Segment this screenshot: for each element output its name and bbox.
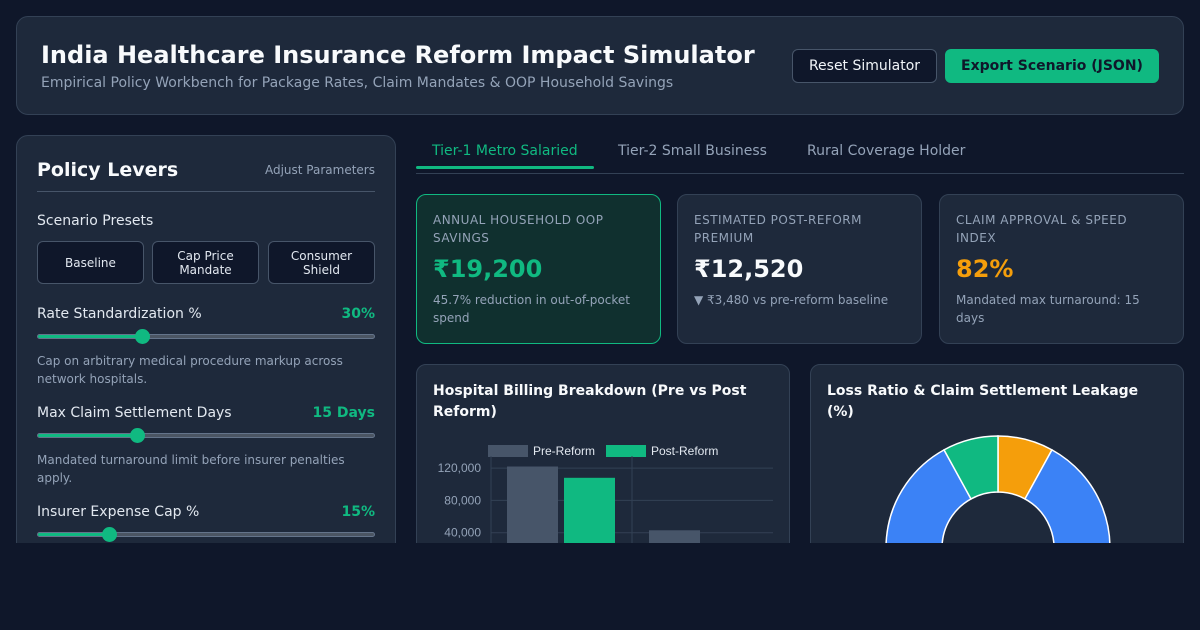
donut-slice-3 (943, 435, 999, 500)
tab-rural-coverage-holder[interactable]: Rural Coverage Holder (807, 143, 966, 159)
kpi-label: Annual Household OOP Savings (433, 213, 604, 245)
y-tick-label: 120,000 (438, 461, 482, 475)
slider-description: Cap on arbitrary medical procedure marku… (37, 354, 343, 386)
persona-tabs: Tier-1 Metro Salaried Tier-2 Small Busin… (416, 135, 1184, 174)
chart-title: Hospital Billing Breakdown (Pre vs Post … (433, 383, 747, 420)
scenario-presets-label: Scenario Presets (37, 213, 154, 229)
preset-consumer-shield-button[interactable]: Consumer Shield (268, 241, 375, 284)
kpi-card-claim-approval-index: Claim Approval & Speed Index 82% Mandate… (939, 194, 1184, 344)
kpi-label: Estimated Post-Reform Premium (694, 213, 862, 245)
app-header: India Healthcare Insurance Reform Impact… (16, 16, 1184, 115)
policy-levers-panel: Policy Levers Adjust Parameters Scenario… (16, 135, 396, 555)
active-tab-indicator (416, 166, 594, 169)
slider-value: 30% (341, 306, 375, 322)
tab-tier1-metro-salaried[interactable]: Tier-1 Metro Salaried (432, 143, 578, 159)
slider-fill (38, 335, 143, 338)
slider-fill (38, 434, 138, 437)
page-title: India Healthcare Insurance Reform Impact… (41, 41, 755, 69)
slider-label: Insurer Expense Cap % (37, 504, 200, 520)
preset-baseline-button[interactable]: Baseline (37, 241, 144, 284)
legend-swatch-post-reform (606, 445, 646, 457)
page-subtitle: Empirical Policy Workbench for Package R… (41, 75, 674, 91)
viewport-bottom (0, 543, 1200, 630)
kpi-card-oop-savings: Annual Household OOP Savings ₹19,200 45.… (416, 194, 661, 344)
preset-cap-price-mandate-button[interactable]: Cap Price Mandate (152, 241, 259, 284)
y-tick-label: 80,000 (444, 493, 481, 507)
tab-tier2-small-business[interactable]: Tier-2 Small Business (618, 143, 767, 159)
slider-thumb[interactable] (130, 428, 146, 443)
kpi-label: Claim Approval & Speed Index (956, 213, 1128, 245)
kpi-note: Mandated max turnaround: 15 days (956, 293, 1140, 325)
slider-thumb[interactable] (135, 329, 151, 344)
slider-value: 15% (341, 504, 375, 520)
kpi-note: ▼ ₹3,480 vs pre-reform baseline (694, 293, 889, 307)
kpi-note: 45.7% reduction in out-of-pocket spend (433, 293, 630, 325)
legend-swatch-pre-reform (488, 445, 528, 457)
slider-description: Mandated turnaround limit before insurer… (37, 453, 345, 485)
kpi-card-post-reform-premium: Estimated Post-Reform Premium ₹12,520 ▼ … (677, 194, 922, 344)
slider-track[interactable] (37, 527, 375, 542)
slider-thumb[interactable] (101, 527, 117, 542)
export-scenario-button[interactable]: Export Scenario (JSON) (945, 49, 1159, 83)
kpi-value: ₹19,200 (433, 255, 543, 283)
divider (37, 191, 375, 192)
chart-title: Loss Ratio & Claim Settlement Leakage (%… (827, 383, 1139, 420)
y-tick-label: 40,000 (444, 526, 481, 540)
slider-fill (38, 533, 109, 536)
kpi-value: 82% (956, 255, 1014, 283)
reset-simulator-button[interactable]: Reset Simulator (792, 49, 937, 83)
slider-label: Rate Standardization % (37, 306, 202, 322)
adjust-parameters-label: Adjust Parameters (264, 163, 375, 177)
legend-label-post-reform: Post-Reform (651, 444, 718, 458)
slider-label: Max Claim Settlement Days (37, 405, 232, 421)
slider-value: 15 Days (312, 405, 375, 421)
slider-track[interactable] (37, 428, 375, 443)
kpi-value: ₹12,520 (694, 255, 804, 283)
slider-track[interactable] (37, 329, 375, 344)
legend-label-pre-reform: Pre-Reform (533, 444, 595, 458)
panel-title: Policy Levers (37, 159, 179, 181)
